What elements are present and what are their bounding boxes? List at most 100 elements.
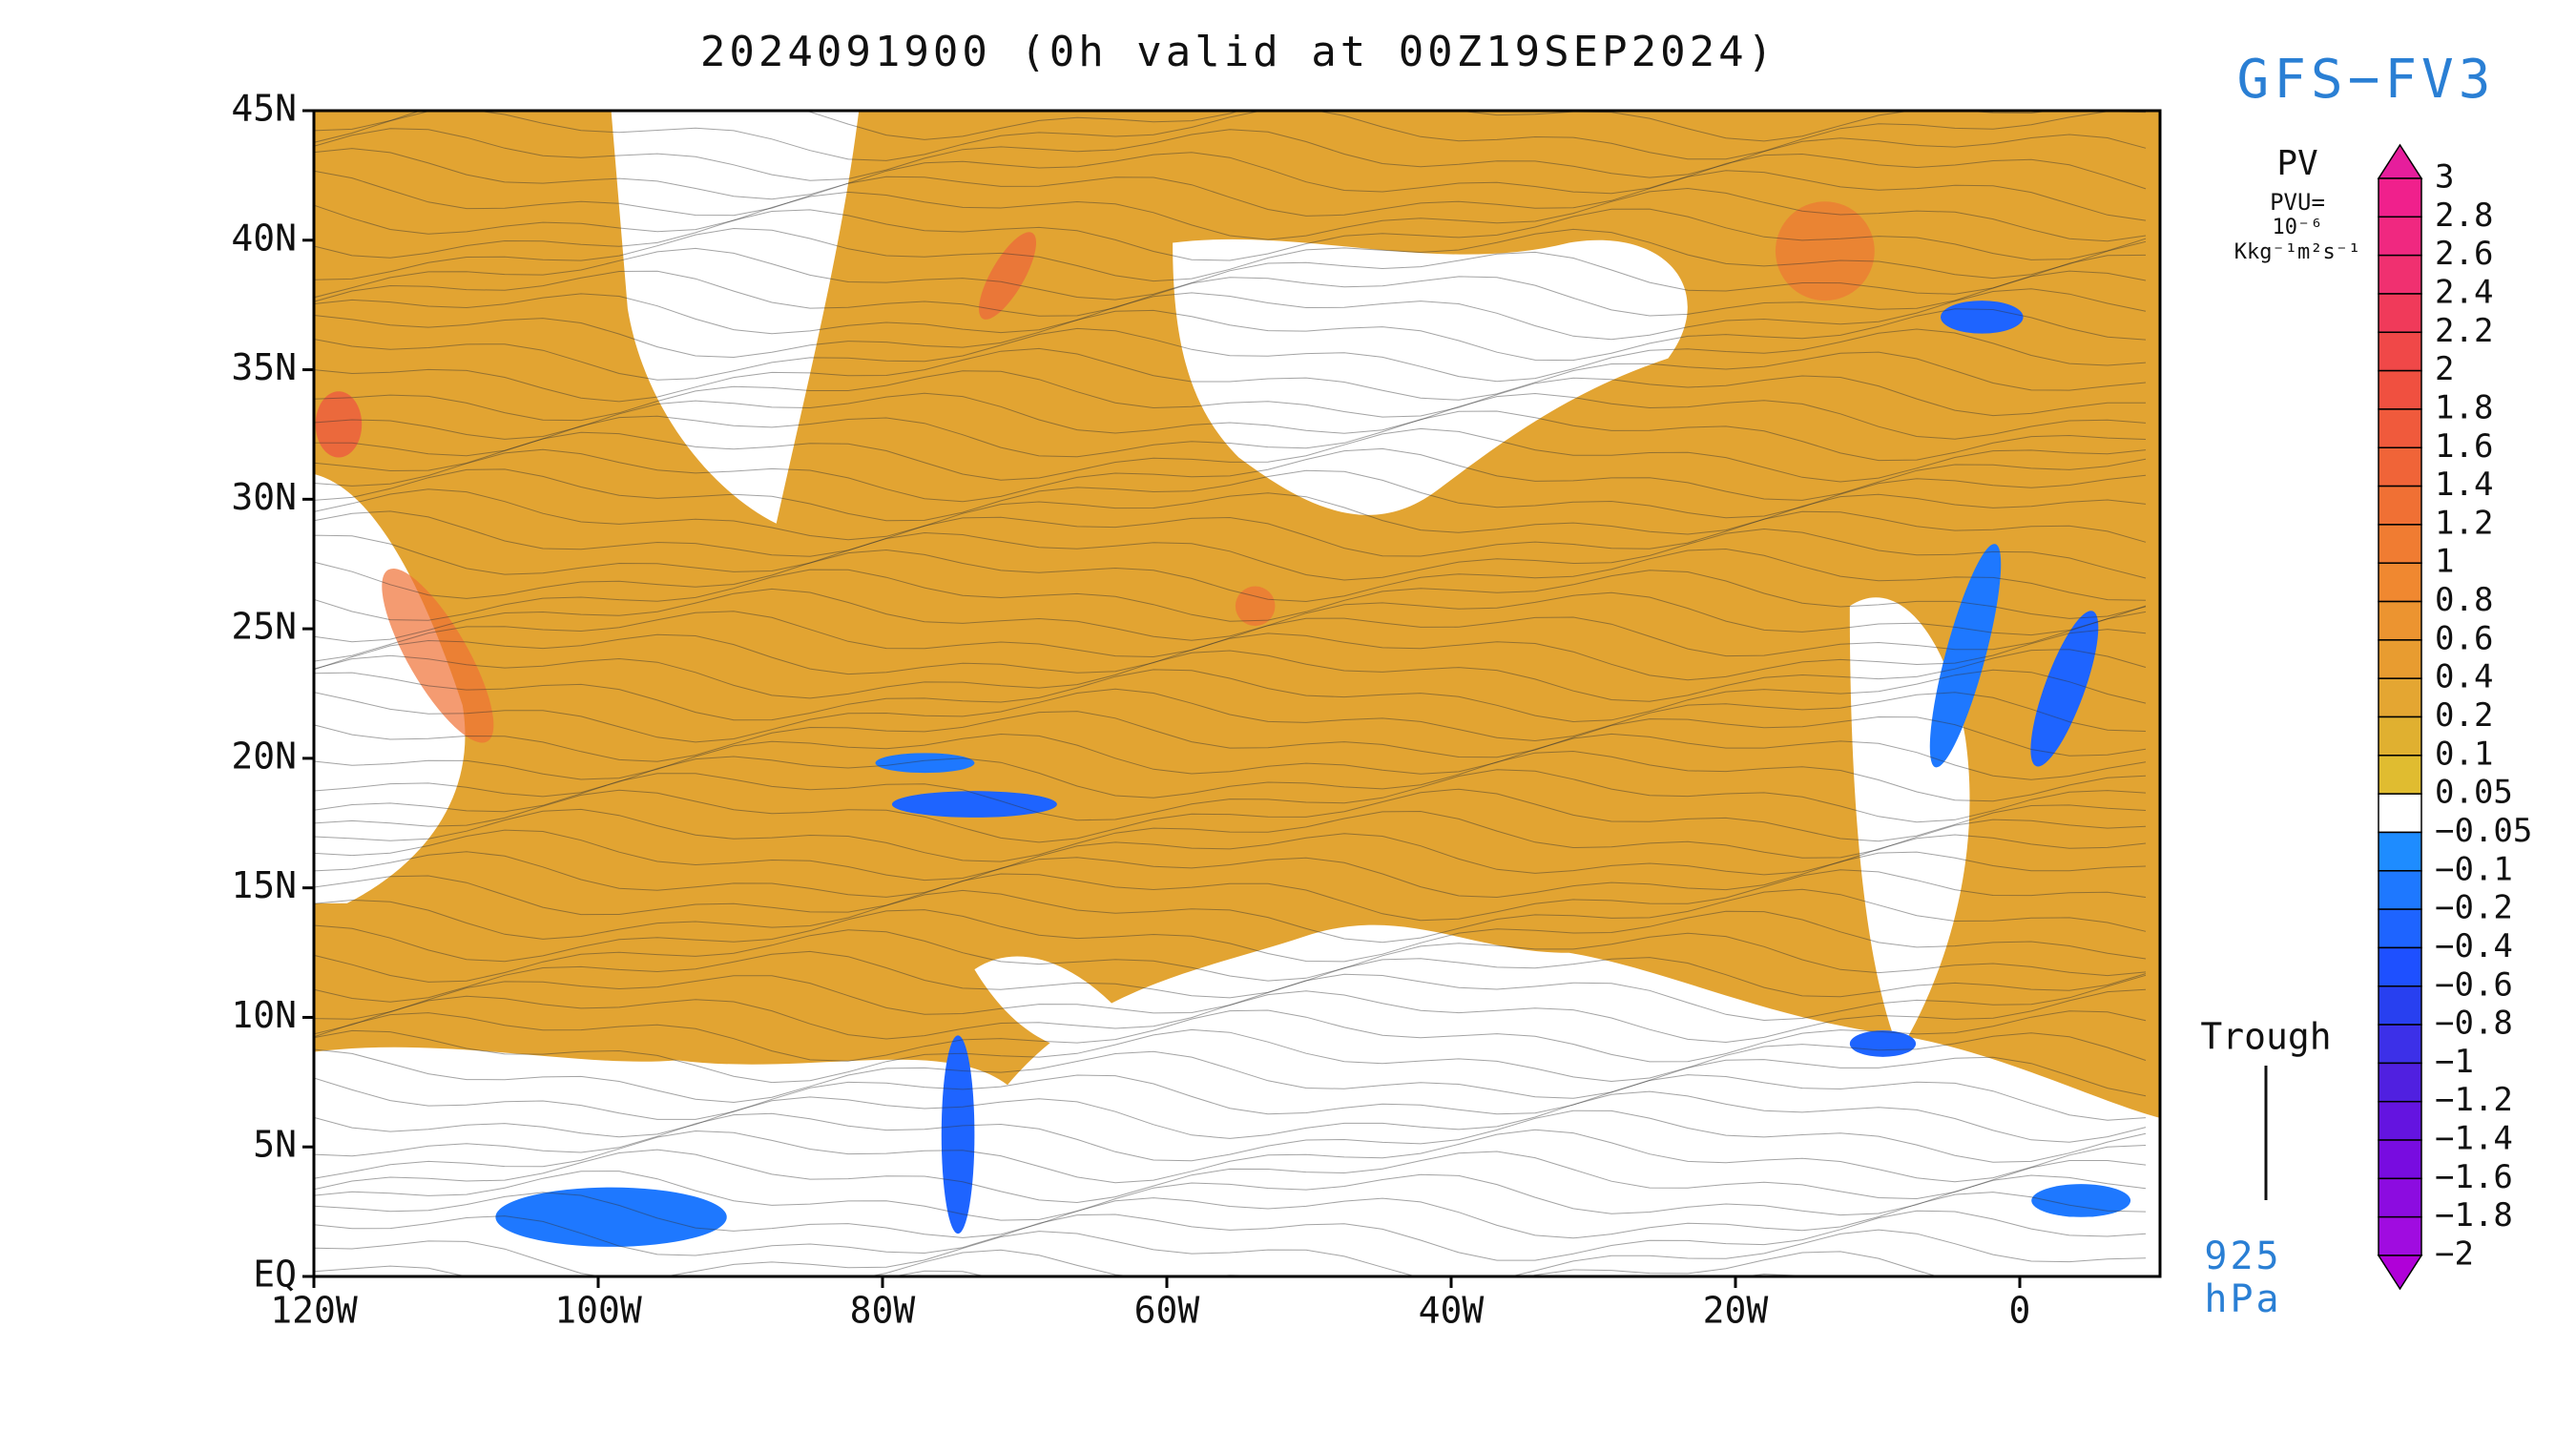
colorbar-box [2378, 985, 2422, 1026]
streamline [314, 347, 2147, 403]
colorbar-label: −1.2 [2435, 1081, 2513, 1119]
colorbar-unit: PVU= [2270, 189, 2325, 216]
y-tick-label: 30N [231, 476, 297, 518]
colorbar-label: 0.4 [2435, 658, 2493, 696]
high-pv [382, 568, 494, 743]
streamline [314, 1192, 2147, 1239]
streamline [314, 227, 2147, 282]
streamline [314, 148, 2147, 200]
colorbar-label: 0.2 [2435, 696, 2493, 735]
colorbar-box [2378, 946, 2422, 987]
x-tick-label: 20W [1703, 1290, 1769, 1332]
streamline [314, 1074, 2147, 1121]
streamline [314, 410, 2147, 462]
colorbar-label: 1.8 [2435, 388, 2493, 426]
colorbar-title: PV [2276, 144, 2317, 183]
streamline [314, 447, 2147, 503]
colorbar-label: 0.8 [2435, 581, 2493, 619]
streamline [314, 909, 2147, 963]
colorbar-box [2378, 293, 2422, 334]
y-tick-label: 5N [253, 1124, 297, 1166]
streamline [314, 111, 2147, 161]
streamline [314, 1171, 2147, 1221]
negative-pv [1849, 1030, 1917, 1057]
streamline [314, 208, 2147, 261]
colorbar-box [2378, 1024, 2422, 1065]
colorbar-label: 2 [2435, 350, 2454, 388]
streamline [314, 929, 2147, 983]
colorbar-arrow-bottom [2377, 1255, 2423, 1291]
colorbar-box [2378, 870, 2422, 910]
streamline [314, 649, 2147, 702]
colorbar-box [2378, 331, 2422, 372]
colorbar-label: −0.05 [2435, 812, 2532, 850]
streamline [314, 711, 2147, 762]
streamline [314, 788, 2147, 843]
colorbar-label: −1.6 [2435, 1158, 2513, 1196]
streamline [314, 327, 2147, 383]
title: 2024091900 (0h valid at 00Z19SEP2024) [700, 28, 1776, 76]
colorbar-box [2378, 1100, 2422, 1141]
streamline [314, 1229, 2147, 1276]
streamline [314, 869, 2147, 922]
colorbar-box [2378, 1062, 2422, 1103]
negative-pv [2030, 611, 2099, 767]
colorbar-box [2378, 831, 2422, 872]
streamlines [314, 111, 2147, 1276]
colorbar: 32.82.62.42.221.81.61.41.210.80.60.40.20… [2377, 143, 2532, 1291]
legend-feature: Trough [2200, 1016, 2331, 1058]
high-pv [979, 232, 1037, 320]
colorbar-box [2378, 716, 2422, 757]
colorbar-box [2378, 1177, 2422, 1218]
streamline [314, 688, 2147, 743]
colorbar-box [2378, 908, 2422, 949]
map-shapes [314, 111, 2160, 1276]
white-region [611, 111, 860, 524]
colorbar-label: −0.1 [2435, 850, 2513, 888]
streamline [314, 769, 2147, 823]
white-region [314, 924, 2160, 1276]
streamline [314, 187, 2147, 242]
negative-pv [891, 791, 1057, 818]
legend-level: 925 [2204, 1234, 2281, 1278]
streamline [314, 1149, 2147, 1204]
streamline [314, 528, 2147, 581]
negative-pv [1941, 301, 2024, 334]
x-tick-label: 100W [554, 1290, 642, 1332]
colorbar-label: 0.05 [2435, 774, 2513, 812]
colorbar-unit: Kkg⁻¹m²s⁻¹ [2234, 240, 2360, 264]
colorbar-box [2378, 755, 2422, 795]
white-region [1173, 238, 1688, 515]
colorbar-label: 2.4 [2435, 273, 2493, 311]
x-tick-label: 120W [270, 1290, 358, 1332]
colorbar-label: 2.8 [2435, 197, 2493, 235]
colorbar-label: 1.6 [2435, 427, 2493, 466]
colorbar-box [2378, 600, 2422, 641]
colorbar-box [2378, 446, 2422, 487]
colorbar-box [2378, 677, 2422, 718]
colorbar-label: −0.6 [2435, 965, 2513, 1004]
colorbar-label: 1 [2435, 543, 2454, 581]
colorbar-box [2378, 216, 2422, 257]
streamline [314, 611, 2147, 662]
negative-pv [941, 1035, 975, 1234]
streamline [314, 1009, 2147, 1063]
x-tick-label: 40W [1419, 1290, 1485, 1332]
y-tick-label: EQ [253, 1254, 297, 1296]
streamline [314, 548, 2147, 603]
colorbar-label: −1.8 [2435, 1196, 2513, 1234]
streamline [314, 569, 2147, 622]
streamline [314, 988, 2147, 1044]
negative-pv [2031, 1184, 2131, 1217]
y-tick-label: 40N [231, 217, 297, 259]
streamline [314, 588, 2147, 643]
x-tick-label: 0 [2009, 1290, 2031, 1332]
colorbar-label: −1 [2435, 1043, 2474, 1081]
high-pv [315, 391, 363, 458]
colorbar-label: −0.4 [2435, 927, 2513, 965]
streamline [314, 1090, 2147, 1143]
streamline [314, 950, 2147, 1003]
legend-level-unit: hPa [2204, 1277, 2281, 1321]
